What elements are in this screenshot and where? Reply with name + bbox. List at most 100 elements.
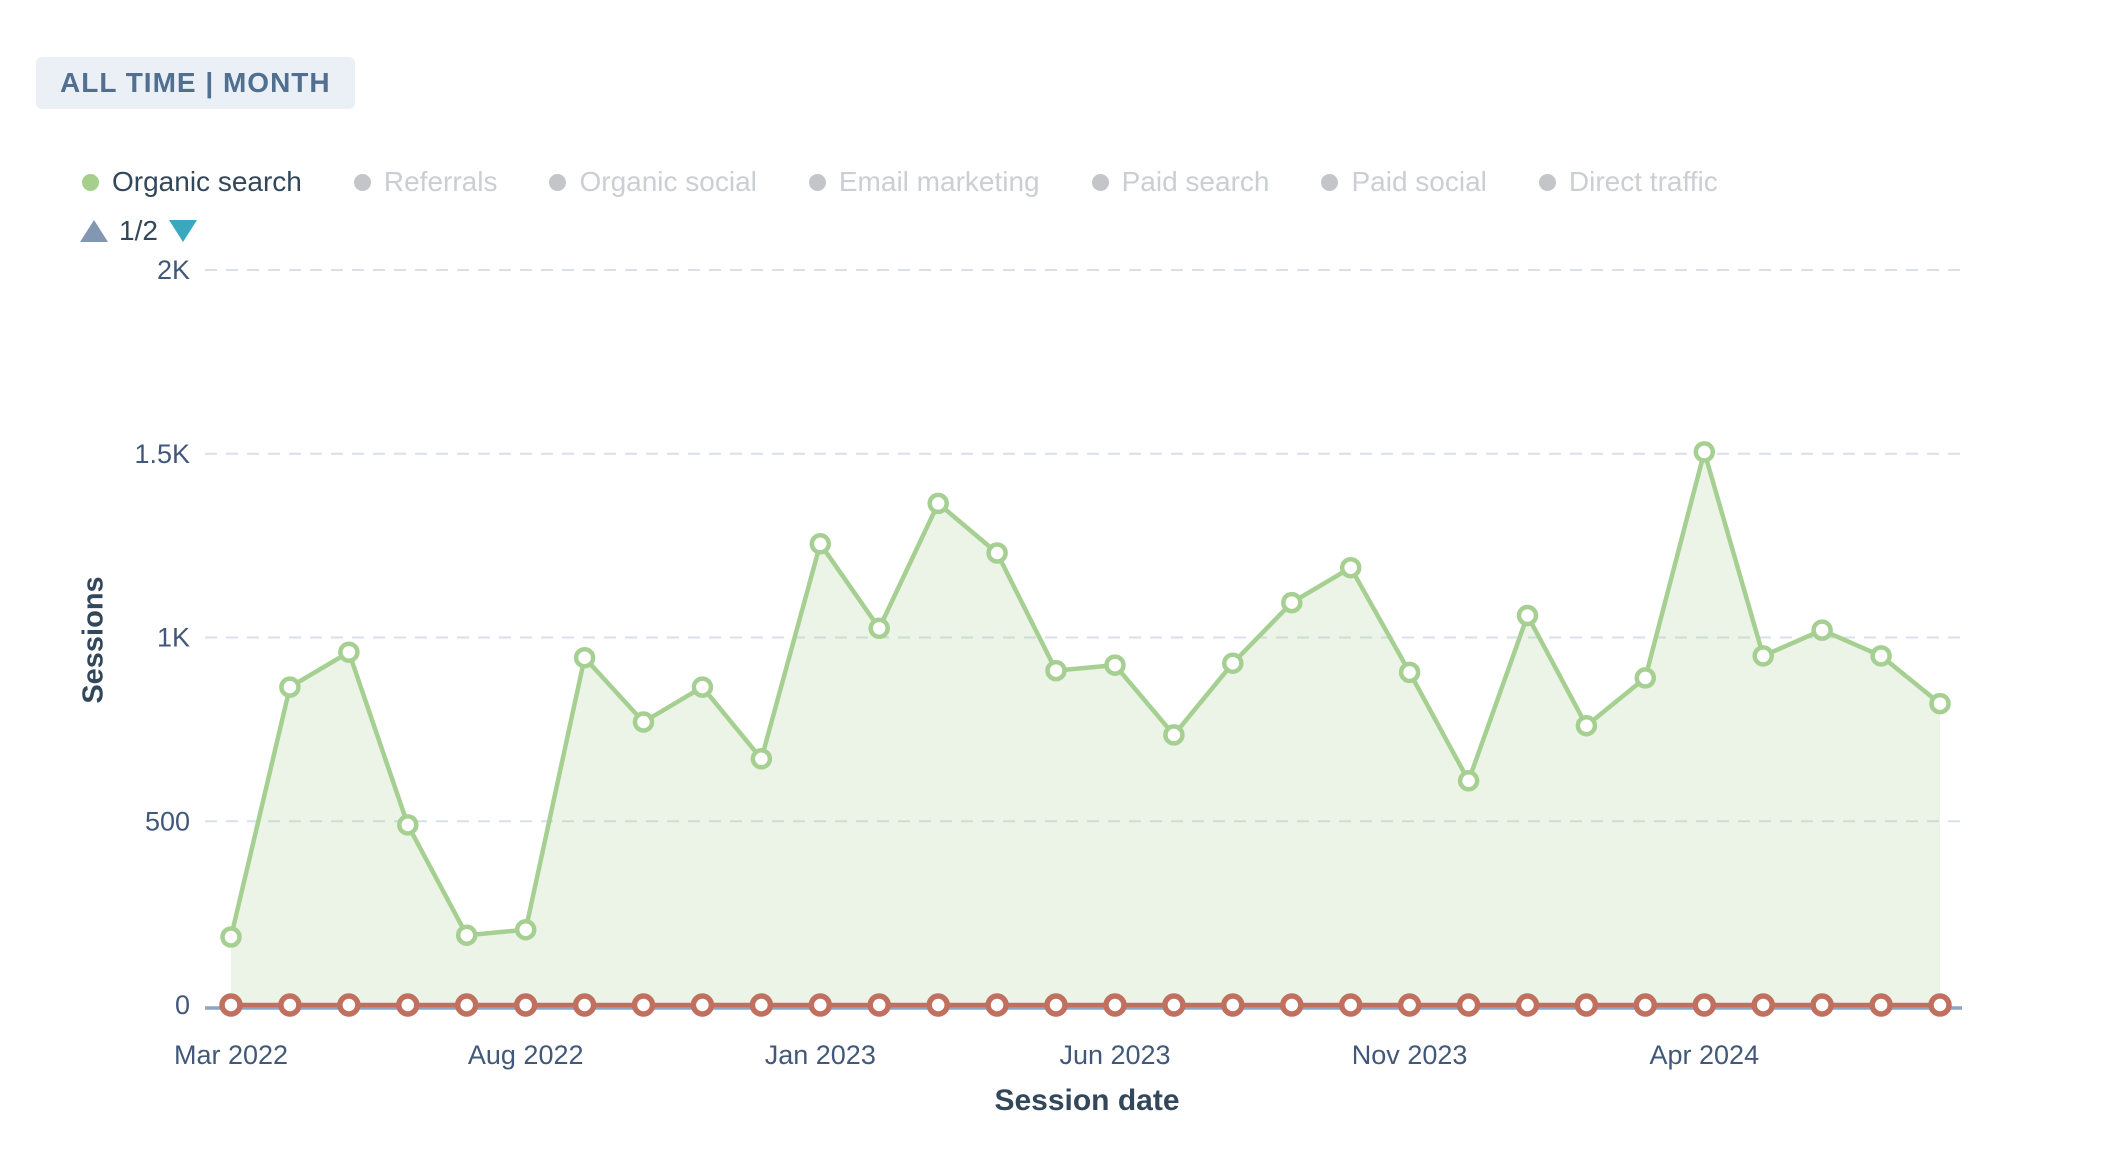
organic-search-marker[interactable] bbox=[1811, 619, 1833, 641]
x-axis-title: Session date bbox=[994, 1084, 1180, 1117]
zero-series-marker[interactable] bbox=[1280, 993, 1304, 1017]
organic-search-marker[interactable] bbox=[1163, 724, 1185, 746]
zero-series-marker[interactable] bbox=[1633, 993, 1658, 1017]
legend-item-email-marketing[interactable]: Email marketing bbox=[808, 166, 1040, 198]
legend-item-label: Direct traffic bbox=[1568, 166, 1718, 197]
zero-series-marker[interactable] bbox=[1928, 993, 1952, 1017]
organic-search-marker[interactable] bbox=[573, 646, 596, 669]
x-tick-label: Mar 2022 bbox=[174, 1040, 288, 1070]
organic-search-marker[interactable] bbox=[1222, 652, 1244, 674]
zero-series-marker[interactable] bbox=[808, 993, 833, 1017]
x-tick-label: Jun 2023 bbox=[1059, 1040, 1170, 1070]
organic-search-marker[interactable] bbox=[1339, 556, 1362, 579]
legend-item-label: Organic search bbox=[112, 166, 302, 197]
x-tick-label: Jan 2023 bbox=[765, 1040, 876, 1070]
legend-page-down-arrow[interactable] bbox=[168, 220, 197, 242]
zero-series-marker[interactable] bbox=[690, 993, 715, 1017]
zero-series-marker[interactable] bbox=[278, 993, 302, 1017]
x-tick-label: Aug 2022 bbox=[468, 1040, 584, 1070]
legend-item-paid-search[interactable]: Paid search bbox=[1091, 166, 1270, 198]
legend-pagination: 1/2 bbox=[80, 215, 197, 247]
time-range-badge: ALL TIME | MONTH bbox=[36, 57, 355, 109]
organic-search-marker[interactable] bbox=[691, 676, 714, 698]
y-tick-label: 0 bbox=[175, 990, 190, 1020]
organic-search-area bbox=[231, 451, 1940, 1005]
zero-series-marker[interactable] bbox=[513, 993, 538, 1017]
organic-search-marker[interactable] bbox=[1045, 659, 1067, 682]
legend-item-label: Email marketing bbox=[838, 166, 1040, 197]
organic-search-marker[interactable] bbox=[1104, 654, 1126, 676]
organic-social-legend-dot-icon bbox=[549, 173, 567, 191]
legend-item-paid-social[interactable]: Paid social bbox=[1321, 166, 1487, 198]
chart-legend: Organic search Referrals Organic social Ema… bbox=[82, 166, 1718, 198]
zero-series-marker[interactable] bbox=[1692, 993, 1717, 1017]
paid-search-legend-dot-icon bbox=[1091, 173, 1109, 191]
zero-series-marker[interactable] bbox=[572, 993, 597, 1017]
zero-series-marker[interactable] bbox=[631, 993, 656, 1017]
zero-series-marker[interactable] bbox=[1751, 993, 1775, 1017]
legend-item-organic-social[interactable]: Organic social bbox=[549, 166, 757, 198]
organic-search-marker[interactable] bbox=[1752, 645, 1774, 667]
organic-search-marker[interactable] bbox=[514, 918, 537, 941]
zero-series-marker[interactable] bbox=[985, 993, 1009, 1017]
organic-search-marker[interactable] bbox=[279, 676, 301, 698]
organic-search-marker[interactable] bbox=[868, 617, 890, 640]
zero-series-marker[interactable] bbox=[1338, 993, 1363, 1017]
email-marketing-legend-dot-icon bbox=[808, 173, 826, 191]
direct-traffic-legend-dot-icon bbox=[1538, 173, 1556, 191]
organic-search-marker[interactable] bbox=[397, 814, 419, 836]
legend-item-label: Paid search bbox=[1121, 166, 1270, 197]
organic-search-marker[interactable] bbox=[750, 748, 773, 770]
legend-item-referrals[interactable]: Referrals bbox=[353, 166, 498, 198]
legend-item-label: Referrals bbox=[383, 166, 498, 197]
zero-series-marker[interactable] bbox=[1397, 993, 1422, 1017]
x-tick-label: Apr 2024 bbox=[1650, 1040, 1760, 1070]
x-tick-label: Nov 2023 bbox=[1352, 1040, 1468, 1070]
zero-series-marker[interactable] bbox=[1515, 993, 1540, 1017]
zero-series-marker[interactable] bbox=[219, 993, 243, 1017]
zero-series-marker[interactable] bbox=[1810, 993, 1834, 1017]
legend-item-label: Paid social bbox=[1351, 166, 1487, 197]
zero-series-marker[interactable] bbox=[1869, 993, 1893, 1017]
zero-series-marker[interactable] bbox=[1162, 993, 1186, 1017]
organic-search-marker[interactable] bbox=[1693, 441, 1716, 463]
zero-series-marker[interactable] bbox=[1456, 993, 1481, 1017]
zero-series-marker[interactable] bbox=[926, 993, 950, 1017]
organic-search-marker[interactable] bbox=[1575, 714, 1598, 737]
organic-search-marker[interactable] bbox=[455, 924, 478, 946]
organic-search-marker[interactable] bbox=[809, 533, 832, 555]
organic-search-marker[interactable] bbox=[1634, 667, 1657, 689]
y-tick-label: 500 bbox=[145, 806, 190, 836]
zero-series-marker[interactable] bbox=[867, 993, 891, 1017]
organic-search-marker[interactable] bbox=[1929, 692, 1951, 715]
paid-social-legend-dot-icon bbox=[1321, 173, 1339, 191]
zero-series-marker[interactable] bbox=[1044, 993, 1068, 1017]
organic-search-marker[interactable] bbox=[1516, 604, 1539, 627]
zero-series-marker[interactable] bbox=[1574, 993, 1599, 1017]
legend-page-up-arrow[interactable] bbox=[80, 220, 108, 242]
zero-series-marker[interactable] bbox=[396, 993, 420, 1017]
organic-search-marker[interactable] bbox=[338, 641, 360, 663]
organic-search-marker[interactable] bbox=[220, 926, 242, 948]
organic-search-marker[interactable] bbox=[1398, 661, 1421, 684]
y-tick-label: 1K bbox=[157, 623, 190, 653]
organic-search-marker[interactable] bbox=[1457, 770, 1480, 792]
organic-search-marker[interactable] bbox=[1870, 645, 1892, 667]
zero-series-marker[interactable] bbox=[1221, 993, 1245, 1017]
legend-item-direct-traffic[interactable]: Direct traffic bbox=[1538, 166, 1718, 198]
organic-search-marker[interactable] bbox=[927, 492, 949, 515]
organic-search-marker[interactable] bbox=[986, 542, 1008, 564]
zero-series-marker[interactable] bbox=[1103, 993, 1127, 1017]
organic-search-marker[interactable] bbox=[632, 711, 655, 733]
legend-item-label: Organic social bbox=[579, 166, 757, 197]
zero-series-marker[interactable] bbox=[454, 993, 479, 1017]
legend-page-indicator: 1/2 bbox=[119, 215, 158, 246]
y-tick-label: 2K bbox=[157, 255, 190, 285]
organic-search-legend-dot-icon bbox=[82, 173, 99, 191]
organic-search-marker[interactable] bbox=[1281, 591, 1303, 614]
zero-series-marker[interactable] bbox=[337, 993, 361, 1017]
legend-item-organic-search[interactable]: Organic search bbox=[82, 166, 302, 198]
zero-series-marker[interactable] bbox=[749, 993, 774, 1017]
